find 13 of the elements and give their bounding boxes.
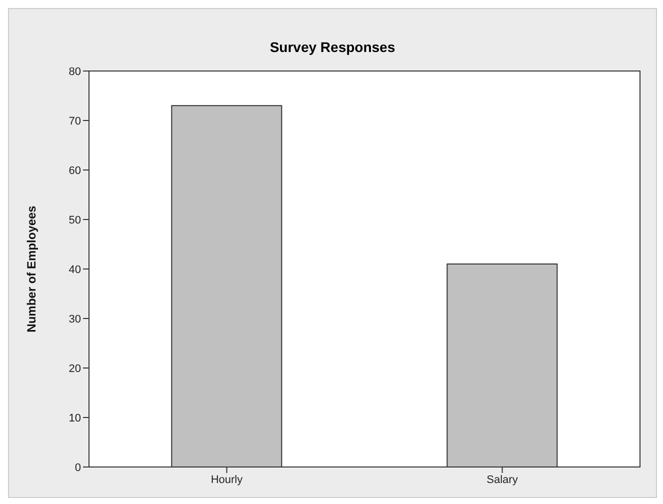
y-axis-title: Number of Employees [24, 205, 38, 332]
y-tick-label: 10 [68, 412, 81, 424]
y-tick-label: 30 [68, 313, 81, 326]
y-tick-label: 0 [74, 462, 81, 474]
x-tick-label: Salary [486, 474, 518, 486]
y-tick-label: 60 [68, 164, 81, 177]
y-tick-label: 50 [68, 214, 81, 226]
y-tick-label: 70 [68, 115, 81, 128]
y-tick-label: 20 [68, 362, 81, 375]
y-tick-label: 40 [68, 264, 81, 276]
y-tick-label: 80 [68, 66, 81, 78]
x-tick-label: Hourly [210, 474, 244, 486]
chart-title: Survey Responses [268, 39, 396, 55]
